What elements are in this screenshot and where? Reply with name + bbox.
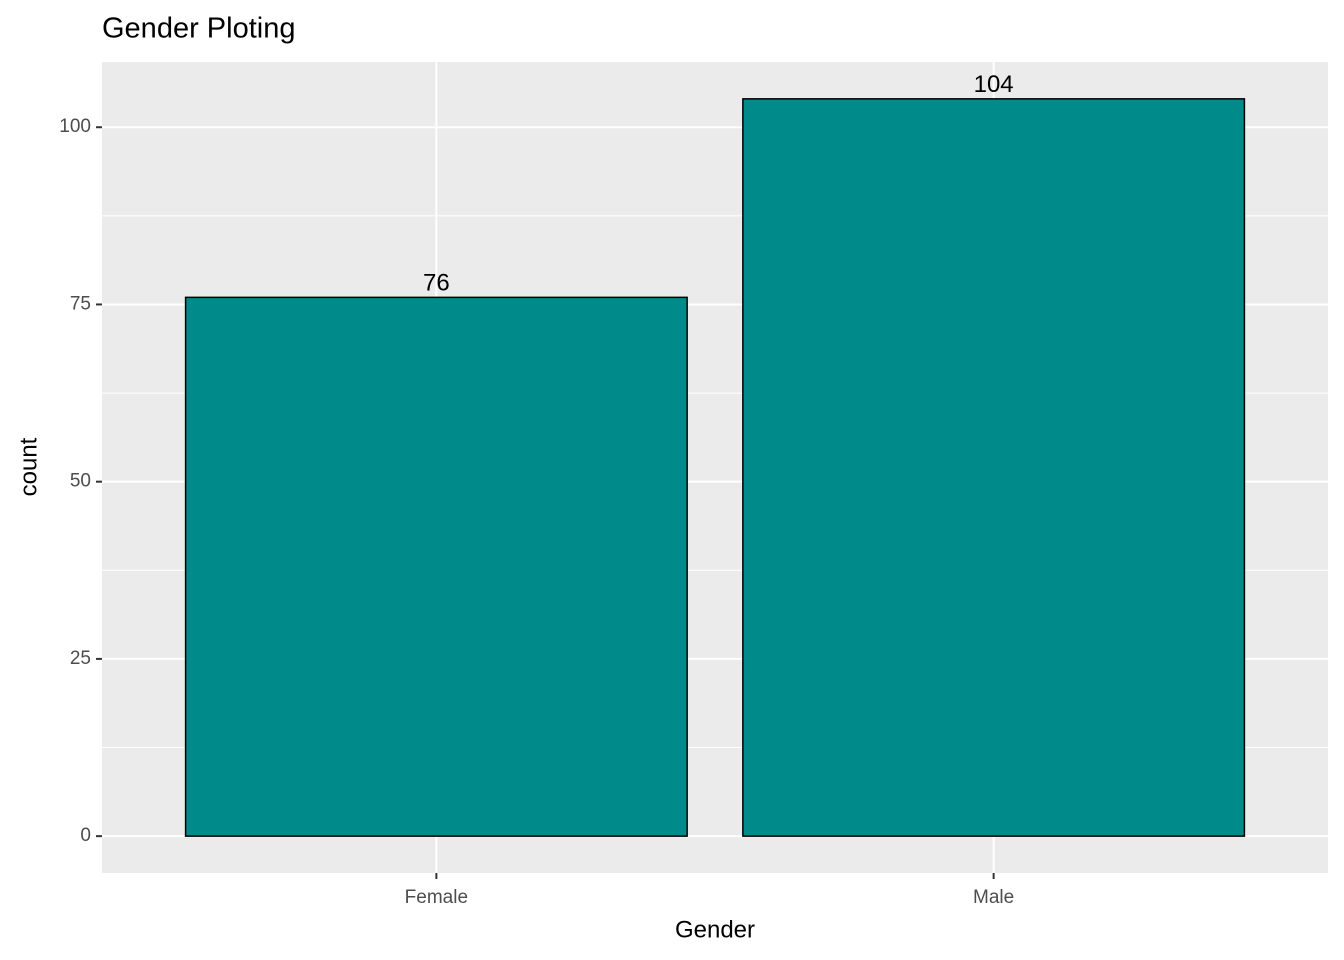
y-tick-label: 25 [70,648,91,669]
y-tick-label: 75 [70,293,91,314]
x-axis-title: Gender [675,916,755,943]
value-label: 76 [423,270,450,297]
value-label: 104 [974,71,1014,98]
chart-title: Gender Ploting [102,13,295,45]
y-tick-label: 50 [70,471,91,492]
y-tick-label: 0 [80,825,91,846]
y-axis-title: count [15,437,42,496]
x-tick-label: Male [973,887,1014,908]
bar [184,296,688,837]
y-tick-label: 100 [59,116,91,137]
x-tick-label: Female [405,887,468,908]
bar [742,98,1246,837]
